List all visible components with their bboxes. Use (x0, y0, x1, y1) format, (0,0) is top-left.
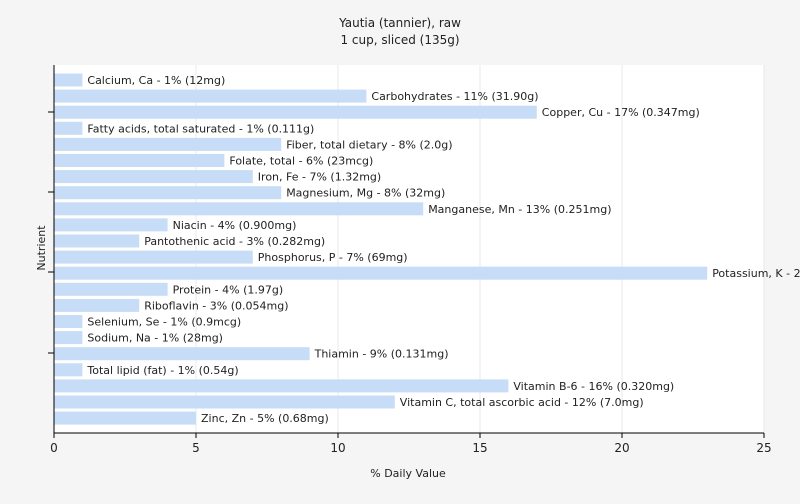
bar (54, 89, 367, 103)
chart-title: Yautia (tannier), raw (338, 16, 461, 30)
x-tick-label: 5 (192, 441, 200, 455)
bar-label: Vitamin B-6 - 16% (0.320mg) (513, 380, 674, 393)
bar (54, 234, 140, 248)
bar (54, 137, 282, 151)
bar (54, 266, 708, 280)
bar (54, 282, 168, 296)
bar-label: Fatty acids, total saturated - 1% (0.111… (87, 122, 314, 135)
bar (54, 298, 140, 312)
bar (54, 202, 424, 216)
bar-label: Total lipid (fat) - 1% (0.54g) (86, 364, 238, 377)
plot-area (54, 65, 764, 433)
bar (54, 154, 225, 167)
x-tick-label: 20 (614, 441, 629, 455)
bar-label: Folate, total - 6% (23mcg) (229, 155, 373, 168)
bar (54, 105, 537, 119)
bar (54, 363, 83, 377)
bar-label: Selenium, Se - 1% (0.9mcg) (87, 316, 241, 329)
y-axis-label: Nutrient (35, 225, 48, 271)
bar-label: Riboflavin - 3% (0.054mg) (144, 299, 288, 312)
bar-label: Copper, Cu - 17% (0.347mg) (542, 106, 700, 119)
bar-label: Magnesium, Mg - 8% (32mg) (286, 187, 445, 200)
bar-label: Sodium, Na - 1% (28mg) (87, 332, 223, 345)
x-tick-label: 25 (756, 441, 771, 455)
bar-label: Vitamin C, total ascorbic acid - 12% (7.… (400, 396, 644, 409)
bar-label: Pantothenic acid - 3% (0.282mg) (144, 235, 325, 248)
bar (54, 121, 83, 135)
bar-label: Manganese, Mn - 13% (0.251mg) (428, 203, 611, 216)
bar-label: Carbohydrates - 11% (31.90g) (371, 90, 538, 103)
x-tick-label: 10 (330, 441, 345, 455)
bar-label: Potassium, K - 23% (807mg) (712, 267, 800, 280)
plot-background (54, 65, 764, 433)
bar (54, 170, 253, 184)
bar (54, 395, 395, 409)
bar (54, 331, 83, 345)
bar-label: Zinc, Zn - 5% (0.68mg) (201, 412, 329, 425)
bar-label: Calcium, Ca - 1% (12mg) (87, 74, 225, 87)
bar (54, 73, 83, 87)
bar (54, 218, 168, 232)
bar-label: Iron, Fe - 7% (1.32mg) (258, 171, 381, 184)
bars-group: Calcium, Ca - 1% (12mg) Carbohydrates - 1… (54, 73, 800, 425)
bar-label: Phosphorus, P - 7% (69mg) (258, 251, 408, 264)
bar (54, 347, 310, 361)
x-tick-label: 0 (50, 441, 58, 455)
chart-subtitle: 1 cup, sliced (135g) (340, 33, 459, 47)
bar (54, 411, 196, 425)
bar-label: Thiamin - 9% (0.131mg) (314, 348, 449, 361)
bar (54, 250, 253, 264)
bar (54, 186, 282, 200)
x-tick-label: 15 (472, 441, 487, 455)
bar-label: Fiber, total dietary - 8% (2.0g) (286, 138, 452, 151)
axes: 0 5 10 15 20 25 (48, 65, 772, 455)
bar (54, 379, 509, 393)
bar (54, 315, 83, 328)
x-axis-label: % Daily Value (370, 467, 446, 480)
bar-label: Protein - 4% (1.97g) (173, 283, 284, 296)
bar-label: Niacin - 4% (0.900mg) (173, 219, 297, 232)
